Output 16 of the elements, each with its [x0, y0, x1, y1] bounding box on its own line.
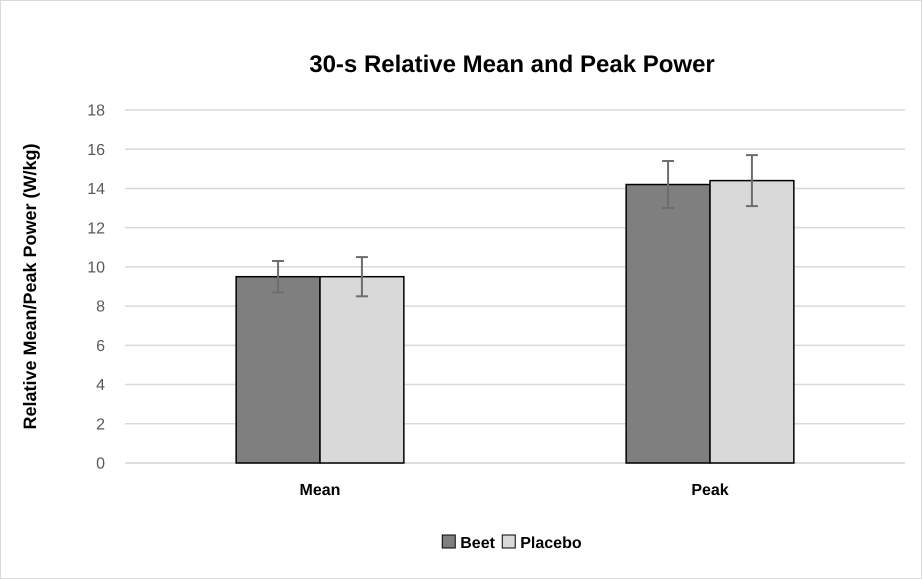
y-tick-label: 18 [87, 102, 106, 120]
y-tick-label: 16 [87, 142, 106, 159]
x-tick-label: Peak [691, 482, 729, 499]
y-tick-label: 10 [87, 259, 106, 276]
y-axis-title: Relative Mean/Peak Power (W/kg) [20, 143, 40, 430]
y-tick-label: 14 [87, 181, 106, 198]
legend-label: Placebo [520, 535, 582, 552]
chart-title: 30-s Relative Mean and Peak Power [309, 51, 715, 78]
y-tick-label: 2 [96, 416, 106, 434]
y-tick-label: 8 [96, 298, 106, 316]
y-tick-label: 0 [96, 456, 106, 473]
y-tick-label: 4 [96, 377, 106, 394]
x-tick-label: Mean [300, 482, 340, 499]
legend-label: Beet [460, 535, 496, 552]
y-tick-label: 12 [87, 220, 106, 238]
y-tick-label: 6 [96, 338, 106, 355]
